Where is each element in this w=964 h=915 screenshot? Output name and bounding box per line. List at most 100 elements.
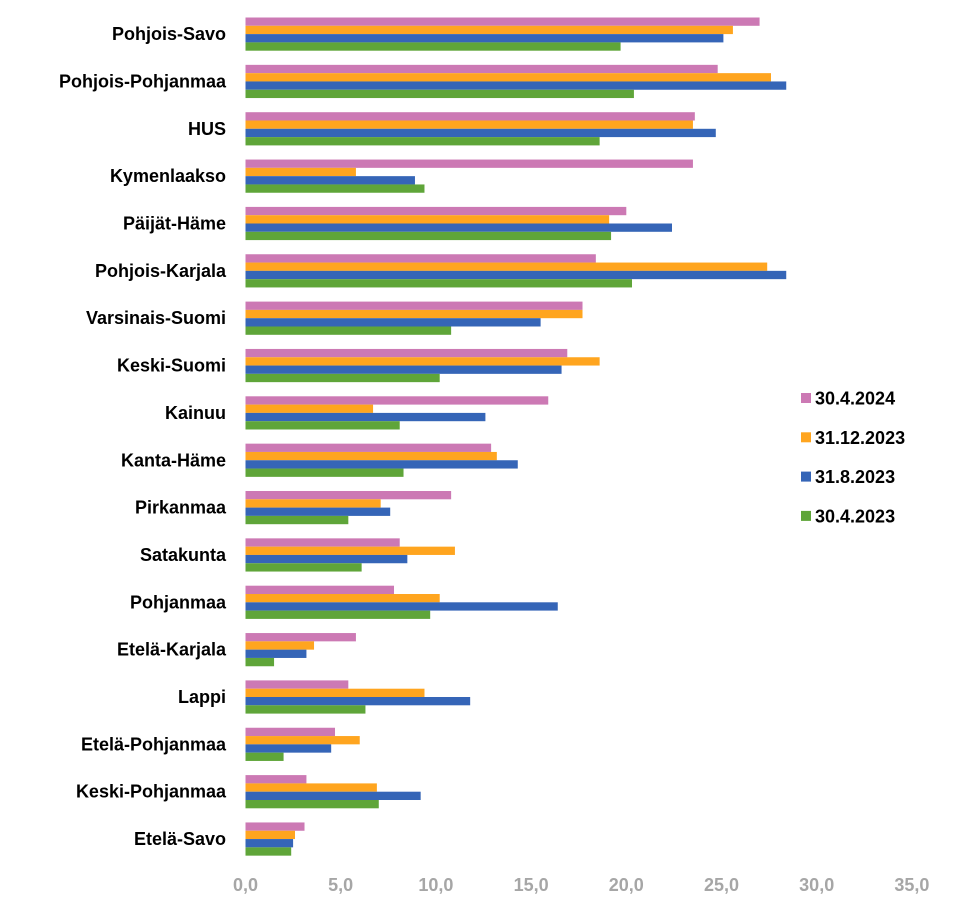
category-label: Pirkanmaa [135,498,227,518]
bar [245,206,627,216]
x-tick-label: 35,0 [894,875,929,895]
bar [245,159,693,168]
category-label: Pohjanmaa [130,592,227,612]
bar [245,783,377,792]
category-label: Etelä-Karjala [117,640,227,660]
bar [245,822,305,831]
category-label: Satakunta [140,545,227,565]
bar [245,515,349,525]
category-label: Kanta-Häme [121,450,226,470]
bar [245,176,415,185]
category-label: Pohjois-Savo [112,24,226,44]
bar [245,404,374,413]
category-label: Lappi [178,687,226,707]
bar [245,649,307,658]
bar [245,373,440,383]
legend-swatch [801,471,811,482]
bar [245,396,549,405]
bar [245,847,292,856]
bar [245,839,294,848]
legend-swatch [801,432,811,443]
bar [245,215,610,224]
bar [245,254,596,263]
x-tick-label: 0,0 [233,875,258,895]
bar [245,318,541,327]
bar [245,262,768,271]
bar [245,184,425,193]
bar [245,223,672,232]
category-label: Etelä-Savo [134,829,226,849]
bar [245,775,307,784]
bar [245,42,621,51]
bar [245,791,421,800]
bar [245,81,787,90]
bar [245,279,633,288]
category-label: Kymenlaakso [110,166,226,186]
legend-swatch [801,510,811,521]
category-label: Kainuu [165,403,226,423]
bar [245,73,771,82]
bar [245,499,381,508]
bar [245,641,315,650]
legend-label: 31.8.2023 [815,467,895,487]
bar [245,128,716,138]
legend-label: 30.4.2023 [815,506,895,526]
bar [245,491,452,500]
bar [245,357,600,366]
bar [245,680,349,689]
x-tick-label: 30,0 [799,875,834,895]
category-labels: Pohjois-Savo Pohjois-Pohjanmaa HUS Kymenlaa… [59,24,227,849]
bar [245,365,562,374]
bar [245,594,440,603]
bar [245,137,600,146]
x-tick-label: 5,0 [328,875,353,895]
bar [245,270,787,280]
bar [245,326,452,335]
bar [245,633,356,642]
bar [245,830,295,840]
x-tick-label: 10,0 [418,875,453,895]
bar [245,744,332,753]
bar [245,736,360,745]
bar [245,64,718,74]
x-tick-label: 20,0 [609,875,644,895]
bar [245,301,583,310]
category-label: Etelä-Pohjanmaa [81,734,227,754]
legend-label: 30.4.2024 [815,389,895,409]
x-tick-label: 25,0 [704,875,739,895]
category-label: HUS [188,119,226,139]
category-label: Keski-Suomi [117,356,226,376]
bar [245,546,455,555]
bar [245,727,335,737]
bar [245,538,400,547]
bar [245,309,583,319]
bar [245,697,471,706]
x-axis-ticks: 0,0 5,0 10,0 15,0 20,0 25,0 30,0 35,0 [233,875,929,895]
category-label: Keski-Pohjanmaa [76,782,227,802]
bar [245,554,408,564]
bar [245,89,634,99]
bar [245,610,431,619]
legend: 30.4.2024 31.12.2023 31.8.2023 30.4.2023 [801,389,905,526]
bar [245,705,366,714]
bar [245,507,391,516]
bar [245,468,404,477]
bar [245,460,518,469]
category-label: Varsinais-Suomi [86,308,226,328]
category-label: Pohjois-Karjala [95,261,227,281]
bar [245,167,356,177]
bar [245,657,275,667]
bars-layer [245,17,787,856]
bar [245,120,693,129]
legend-label: 31.12.2023 [815,428,905,448]
bar [245,443,492,452]
bar [245,451,497,461]
bar [245,688,425,697]
bar [245,17,760,26]
bar [245,563,362,572]
bar [245,34,724,43]
bar [245,231,612,241]
bar [245,412,486,422]
bar [245,348,568,358]
